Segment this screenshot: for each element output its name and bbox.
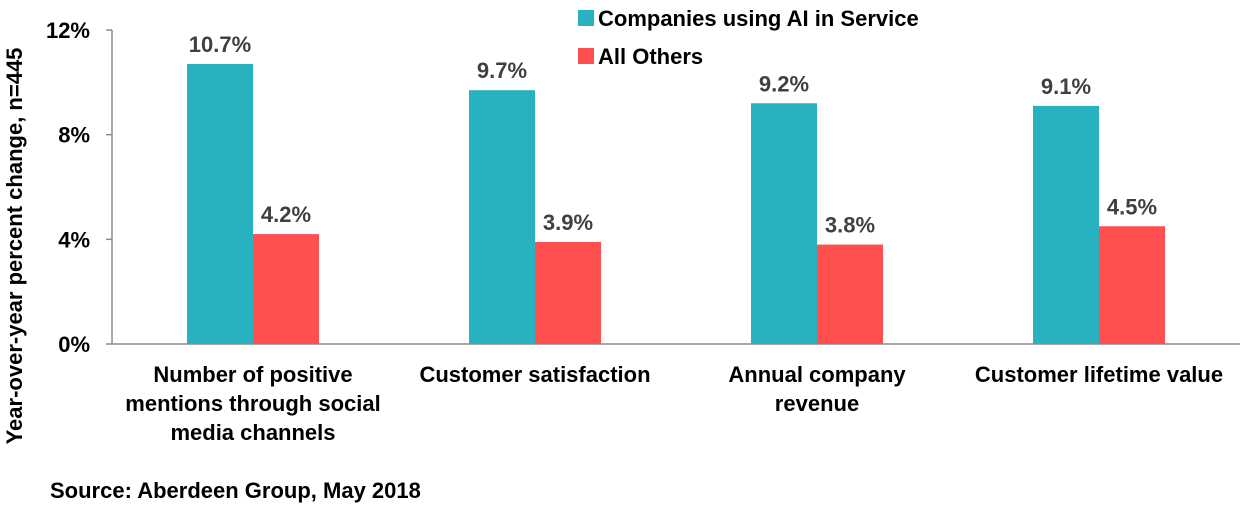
- legend-label: Companies using AI in Service: [598, 6, 919, 31]
- legend-label: All Others: [598, 44, 703, 69]
- y-tick-label: 12%: [46, 18, 90, 43]
- data-label: 9.7%: [477, 58, 527, 83]
- data-label: 10.7%: [189, 32, 251, 57]
- data-label: 3.8%: [825, 213, 875, 238]
- bar: [817, 244, 883, 344]
- y-tick-label: 4%: [58, 227, 90, 252]
- bar: [253, 234, 319, 344]
- source-note: Source: Aberdeen Group, May 2018: [50, 478, 421, 503]
- data-label: 9.2%: [759, 71, 809, 96]
- bar: [469, 90, 535, 344]
- data-label: 3.9%: [543, 210, 593, 235]
- y-axis-ticks: 0% 4% 8% 12%: [46, 18, 112, 357]
- bar: [187, 64, 253, 345]
- category-label: Annual company revenue: [728, 362, 906, 416]
- bar: [1033, 105, 1099, 344]
- y-axis-label: Year-over-year percent change, n=445: [2, 48, 27, 445]
- bar: [1099, 226, 1165, 344]
- category-label: Customer satisfaction: [419, 362, 650, 387]
- category-labels: Number of positive mentions through socia…: [125, 362, 1223, 445]
- category-label: Number of positive mentions through socia…: [125, 362, 380, 445]
- bar: [535, 241, 601, 344]
- bars: [187, 64, 1165, 345]
- legend-swatch: [578, 48, 594, 64]
- data-label: 4.2%: [261, 202, 311, 227]
- category-label: Customer lifetime value: [975, 362, 1223, 387]
- data-label: 4.5%: [1107, 194, 1157, 219]
- bar: [751, 103, 817, 345]
- y-tick-label: 0%: [58, 332, 90, 357]
- data-labels: 10.7% 9.7% 9.2% 9.1% 4.2% 3.9% 3.8% 4.5%: [189, 32, 1157, 238]
- data-label: 9.1%: [1041, 74, 1091, 99]
- legend-swatch: [578, 10, 594, 26]
- legend: Companies using AI in Service All Others: [578, 6, 919, 69]
- y-tick-label: 8%: [58, 123, 90, 148]
